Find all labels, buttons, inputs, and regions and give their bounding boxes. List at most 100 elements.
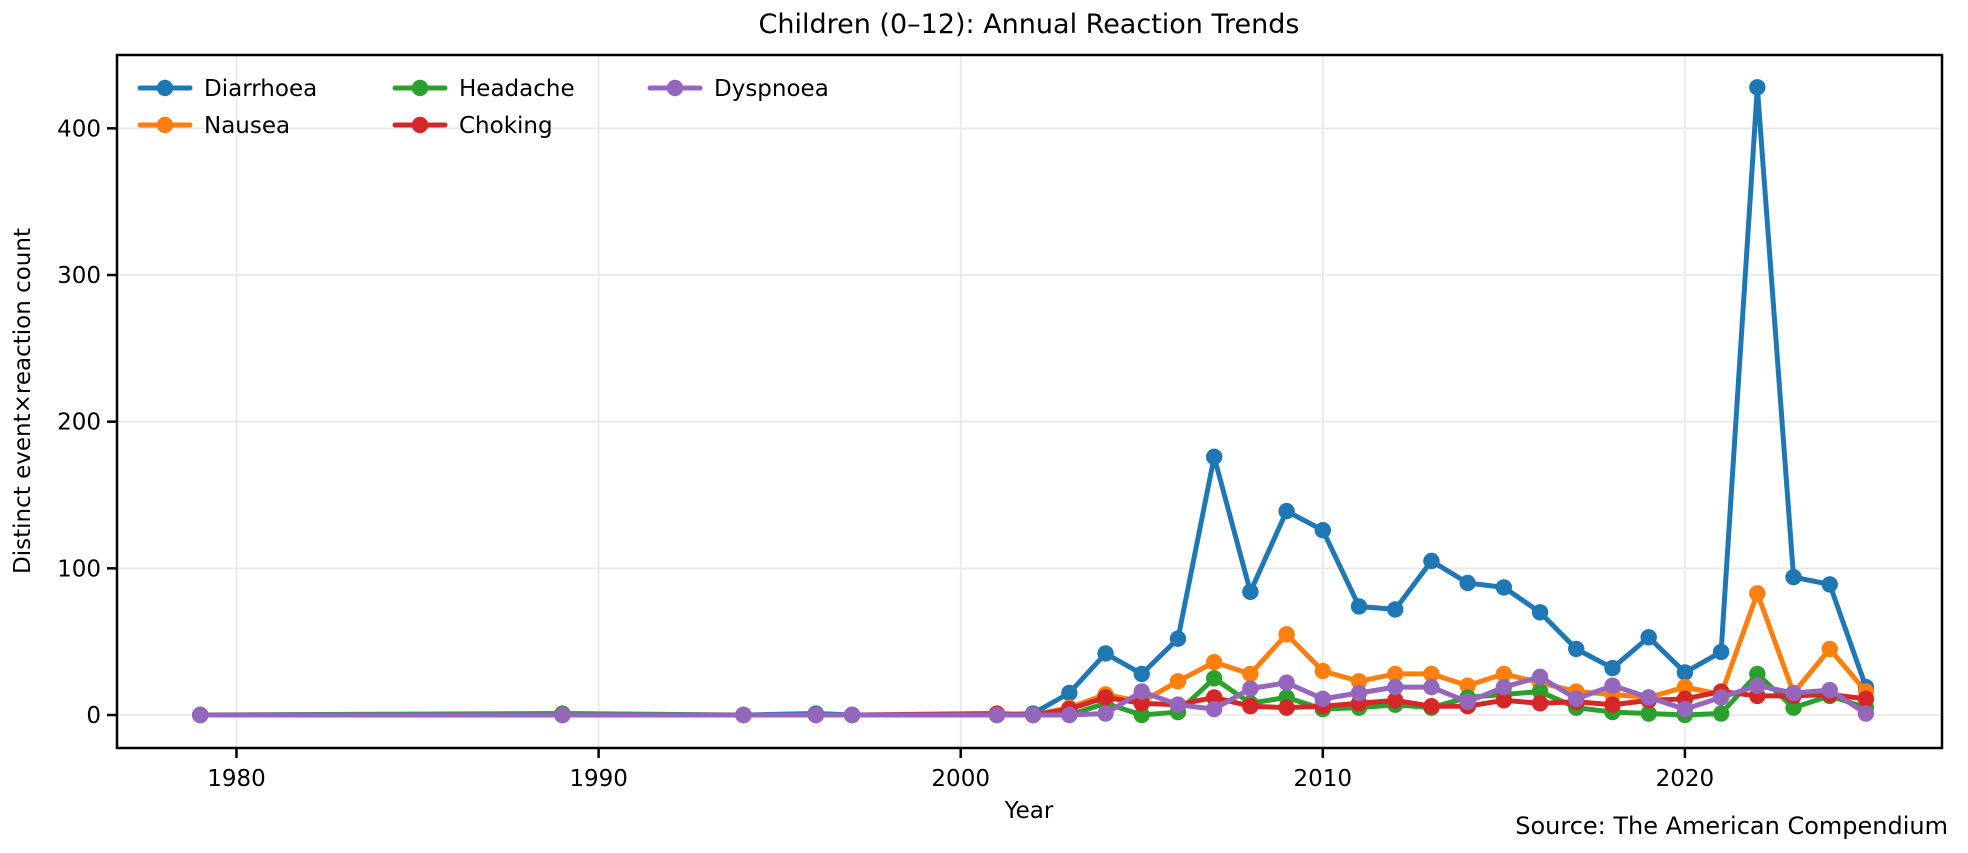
data-point-nausea-2008 bbox=[1242, 665, 1259, 683]
data-point-dyspnoea-1989 bbox=[554, 706, 571, 724]
data-point-dyspnoea-2013 bbox=[1423, 678, 1440, 696]
data-point-dyspnoea-2018 bbox=[1604, 677, 1621, 694]
data-point-diarrhoea-2008 bbox=[1242, 583, 1259, 600]
data-point-diarrhoea-2005 bbox=[1133, 665, 1150, 683]
data-point-headache-2021 bbox=[1712, 705, 1730, 722]
data-point-choking-2015 bbox=[1495, 692, 1513, 709]
y-tick-label-100: 100 bbox=[57, 556, 101, 582]
data-point-dyspnoea-2021 bbox=[1712, 689, 1730, 706]
data-point-dyspnoea-2017 bbox=[1568, 690, 1585, 708]
data-point-diarrhoea-2017 bbox=[1568, 640, 1585, 658]
y-tick-label-400: 400 bbox=[57, 116, 101, 142]
x-tick-label-2010: 2010 bbox=[1294, 766, 1353, 792]
legend-marker-swatch bbox=[156, 79, 174, 97]
data-point-dyspnoea-2023 bbox=[1785, 684, 1802, 702]
data-point-choking-2004 bbox=[1097, 689, 1114, 706]
data-point-choking-2008 bbox=[1242, 698, 1259, 715]
data-point-diarrhoea-2004 bbox=[1097, 645, 1114, 662]
legend-label: Nausea bbox=[204, 113, 290, 139]
data-point-diarrhoea-2009 bbox=[1278, 502, 1295, 520]
legend-marker-swatch bbox=[411, 116, 429, 134]
data-point-diarrhoea-2023 bbox=[1785, 568, 1802, 586]
data-point-dyspnoea-2002 bbox=[1024, 706, 1042, 724]
legend-marker-swatch bbox=[666, 79, 684, 97]
data-point-dyspnoea-2012 bbox=[1387, 678, 1404, 696]
data-point-headache-2007 bbox=[1205, 670, 1223, 687]
data-point-diarrhoea-2006 bbox=[1169, 630, 1187, 647]
series-markers-diarrhoea bbox=[192, 79, 1875, 724]
data-point-dyspnoea-2022 bbox=[1749, 677, 1766, 694]
data-point-diarrhoea-2012 bbox=[1387, 601, 1404, 618]
data-point-choking-2009 bbox=[1278, 699, 1295, 716]
data-point-dyspnoea-2007 bbox=[1205, 700, 1223, 718]
data-point-diarrhoea-2022 bbox=[1749, 79, 1766, 96]
data-point-dyspnoea-2003 bbox=[1061, 706, 1078, 724]
y-axis-label: Distinct event×reaction count bbox=[10, 228, 36, 574]
series-line-diarrhoea bbox=[197, 84, 1869, 718]
data-point-nausea-2010 bbox=[1314, 662, 1332, 680]
data-point-diarrhoea-2014 bbox=[1459, 574, 1476, 592]
legend-marker-swatch bbox=[156, 116, 174, 134]
data-point-dyspnoea-2009 bbox=[1278, 674, 1295, 691]
x-axis-label: Year bbox=[1004, 798, 1054, 824]
data-point-nausea-2012 bbox=[1387, 665, 1404, 683]
legend-label: Dyspnoea bbox=[714, 76, 829, 102]
data-point-headache-2016 bbox=[1531, 683, 1549, 700]
data-point-nausea-2024 bbox=[1821, 640, 1838, 658]
data-point-nausea-2009 bbox=[1278, 626, 1295, 643]
series-layer bbox=[192, 79, 1875, 724]
legend-entry-nausea: Nausea bbox=[137, 113, 290, 139]
legend-label: Headache bbox=[459, 76, 575, 102]
data-point-dyspnoea-2006 bbox=[1169, 696, 1187, 713]
data-point-diarrhoea-2018 bbox=[1604, 659, 1621, 677]
data-point-headache-2022 bbox=[1749, 665, 1766, 683]
data-point-diarrhoea-2003 bbox=[1061, 684, 1078, 702]
data-point-choking-2007 bbox=[1205, 689, 1223, 706]
data-point-diarrhoea-2013 bbox=[1423, 552, 1440, 570]
data-point-dyspnoea-2005 bbox=[1133, 683, 1150, 700]
data-point-headache-2019 bbox=[1640, 705, 1657, 722]
legend-label: Choking bbox=[459, 113, 553, 139]
data-point-dyspnoea-1997 bbox=[843, 706, 861, 724]
y-tick-label-200: 200 bbox=[57, 410, 101, 436]
data-point-diarrhoea-2007 bbox=[1205, 448, 1223, 466]
data-point-dyspnoea-2001 bbox=[988, 706, 1006, 724]
data-point-dyspnoea-2008 bbox=[1242, 680, 1259, 697]
legend-entry-diarrhoea: Diarrhoea bbox=[137, 76, 317, 102]
x-tick-label-2000: 2000 bbox=[931, 766, 990, 792]
source-note: Source: The American Compendium bbox=[1515, 812, 1948, 840]
legend-marker-swatch bbox=[411, 79, 429, 97]
data-point-diarrhoea-2020 bbox=[1676, 664, 1694, 681]
data-point-diarrhoea-2024 bbox=[1821, 576, 1838, 593]
data-point-nausea-2006 bbox=[1169, 673, 1187, 690]
x-tick-label-1990: 1990 bbox=[569, 766, 628, 792]
data-point-dyspnoea-1996 bbox=[807, 706, 825, 724]
y-tick-label-0: 0 bbox=[86, 703, 101, 729]
data-point-nausea-2015 bbox=[1495, 665, 1513, 683]
data-point-dyspnoea-2015 bbox=[1495, 678, 1513, 696]
x-tick-label-2020: 2020 bbox=[1656, 766, 1715, 792]
y-tick-label-300: 300 bbox=[57, 263, 101, 289]
data-point-nausea-2007 bbox=[1205, 654, 1223, 671]
data-point-dyspnoea-2010 bbox=[1314, 690, 1332, 708]
data-point-choking-2013 bbox=[1423, 698, 1440, 715]
legend-layer: Diarrhoea Nausea Headache Choking Dyspnoea bbox=[137, 76, 829, 139]
data-point-choking-2016 bbox=[1531, 695, 1549, 712]
chart-title: Children (0–12): Annual Reaction Trends bbox=[759, 9, 1300, 40]
data-point-nausea-2013 bbox=[1423, 665, 1440, 683]
legend-label: Diarrhoea bbox=[204, 76, 317, 102]
x-tick-label-1980: 1980 bbox=[207, 766, 266, 792]
data-point-dyspnoea-2004 bbox=[1097, 705, 1114, 722]
data-point-dyspnoea-2019 bbox=[1640, 689, 1657, 706]
legend-entry-dyspnoea: Dyspnoea bbox=[647, 76, 829, 102]
data-point-headache-2023 bbox=[1785, 699, 1802, 716]
data-point-dyspnoea-2016 bbox=[1531, 668, 1549, 686]
data-point-dyspnoea-1979 bbox=[192, 706, 209, 724]
data-point-dyspnoea-2020 bbox=[1676, 700, 1694, 718]
data-point-diarrhoea-2015 bbox=[1495, 579, 1513, 596]
data-point-choking-2018 bbox=[1604, 696, 1621, 713]
data-point-choking-2012 bbox=[1387, 692, 1404, 709]
series-markers-dyspnoea bbox=[192, 668, 1875, 724]
